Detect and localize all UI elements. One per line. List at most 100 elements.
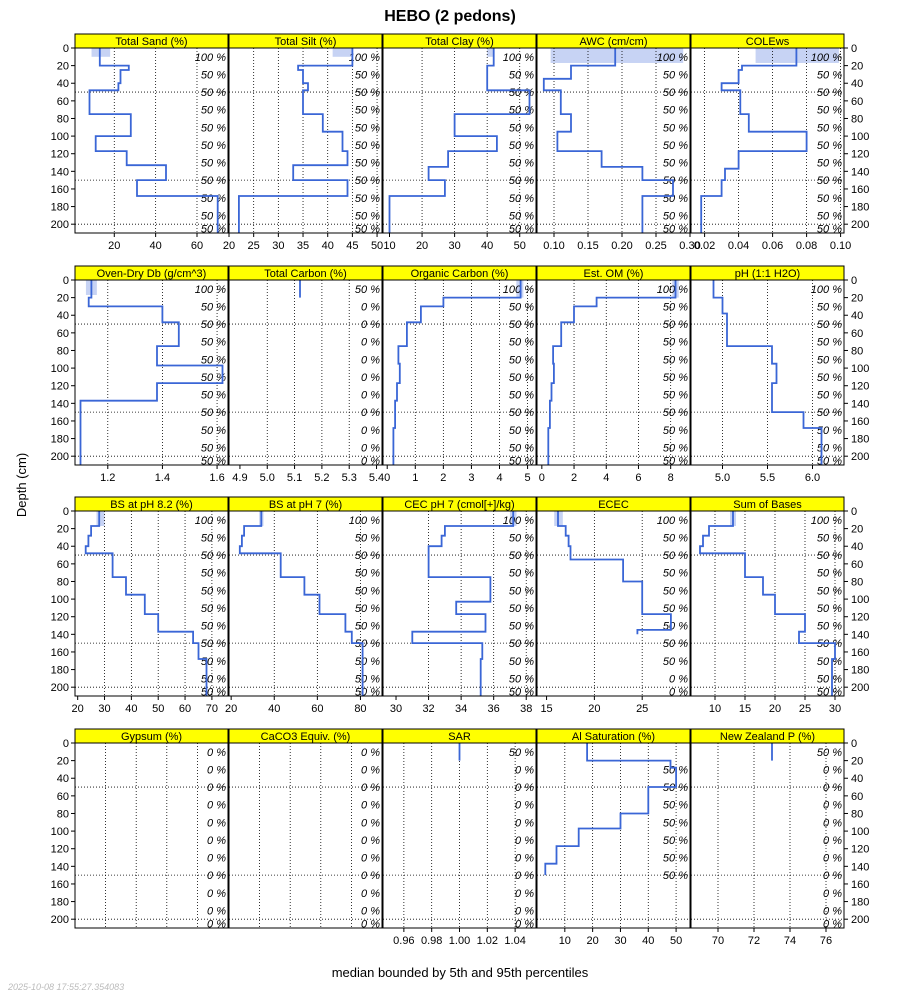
contributing-fraction-label: 0 % <box>361 747 380 759</box>
median-line <box>544 743 677 876</box>
panel-title: Oven-Dry Db (g/cm^3) <box>97 268 207 280</box>
contributing-fraction-label: 50 % <box>663 638 688 650</box>
contributing-fraction-label: 100 % <box>503 52 534 64</box>
contributing-fraction-label: 50 % <box>509 747 534 759</box>
contributing-fraction-label: 100 % <box>195 284 226 296</box>
y-tick-label: 120 <box>851 844 869 856</box>
contributing-fraction-label: 50 % <box>817 621 842 633</box>
x-tick-label: 0.96 <box>393 935 414 947</box>
x-tick-label: 0 <box>384 472 390 484</box>
contributing-fraction-label: 50 % <box>201 568 226 580</box>
x-tick-label: 5 <box>525 472 531 484</box>
panel-frame <box>382 510 537 697</box>
y-tick-label: 0 <box>63 43 69 55</box>
y-tick-label: 120 <box>851 149 869 161</box>
x-tick-label: 40 <box>268 703 280 715</box>
y-tick-label: 20 <box>57 756 69 768</box>
panel-frame <box>382 279 537 466</box>
y-tick-label: 200 <box>51 451 69 463</box>
percentile-band <box>96 511 105 526</box>
contributing-fraction-label: 50 % <box>817 407 842 419</box>
y-tick-label: 20 <box>851 756 863 768</box>
y-tick-label: 20 <box>851 293 863 305</box>
contributing-fraction-label: 0 % <box>823 764 842 776</box>
x-tick-label: 40 <box>125 703 137 715</box>
x-tick-label: 10 <box>559 935 571 947</box>
panel-sar: SAR 50 % 0 % 0 % 0 % 0 % 0 % 0 % 0 % 0 % 0 % 0 % 0.9… <box>382 728 537 947</box>
y-tick-label: 120 <box>51 149 69 161</box>
panel-organic-carbon: Organic Carbon (%) 100 % 50 % 50 % 50 % 50 % 5… <box>382 265 537 484</box>
contributing-fraction-label: 50 % <box>509 568 534 580</box>
contributing-fraction-label: 50 % <box>201 456 226 468</box>
contributing-fraction-label: 100 % <box>195 52 226 64</box>
panel-title: Total Clay (%) <box>425 36 493 48</box>
contributing-fraction-label: 50 % <box>817 442 842 454</box>
x-tick-label: 70 <box>206 703 218 715</box>
y-tick-label: 0 <box>851 506 857 518</box>
contributing-fraction-label: 0 % <box>823 817 842 829</box>
y-tick-label: 200 <box>851 451 869 463</box>
contributing-fraction-label: 50 % <box>201 372 226 384</box>
contributing-fraction-label: 50 % <box>509 158 534 170</box>
contributing-fraction-label: 50 % <box>201 319 226 331</box>
contributing-fraction-label: 50 % <box>201 442 226 454</box>
x-tick-label: 30 <box>390 703 402 715</box>
x-tick-label: 5.2 <box>314 472 329 484</box>
contributing-fraction-label: 50 % <box>817 390 842 402</box>
x-tick-label: 20 <box>223 240 235 252</box>
contributing-fraction-label: 50 % <box>509 442 534 454</box>
contributing-fraction-label: 0 % <box>361 853 380 865</box>
y-tick-label: 120 <box>851 612 869 624</box>
contributing-fraction-label: 50 % <box>509 550 534 562</box>
y-tick-label: 140 <box>851 629 869 641</box>
contributing-fraction-label: 50 % <box>201 224 226 236</box>
contributing-fraction-label: 50 % <box>663 425 688 437</box>
x-tick-label: 8 <box>668 472 674 484</box>
contributing-fraction-label: 0 % <box>361 764 380 776</box>
x-tick-label: 30 <box>829 703 841 715</box>
x-tick-label: 3 <box>468 472 474 484</box>
y-tick-label: 180 <box>851 202 869 214</box>
contributing-fraction-label: 50 % <box>663 656 688 668</box>
y-tick-label: 0 <box>63 275 69 287</box>
y-tick-label: 0 <box>63 506 69 518</box>
contributing-fraction-label: 0 % <box>823 905 842 917</box>
contributing-fraction-label: 0 % <box>207 835 226 847</box>
contributing-fraction-label: 50 % <box>509 354 534 366</box>
x-tick-label: 76 <box>820 935 832 947</box>
y-tick-label: 100 <box>51 826 69 838</box>
y-tick-label: 40 <box>57 78 69 90</box>
contributing-fraction-label: 50 % <box>663 69 688 81</box>
y-tick-label: 140 <box>51 398 69 410</box>
contributing-fraction-label: 100 % <box>349 515 380 527</box>
contributing-fraction-label: 0 % <box>361 354 380 366</box>
contributing-fraction-label: 50 % <box>817 87 842 99</box>
x-tick-label: 60 <box>179 703 191 715</box>
x-tick-label: 0.04 <box>728 240 749 252</box>
x-tick-label: 5.3 <box>342 472 357 484</box>
contributing-fraction-label: 50 % <box>509 122 534 134</box>
y-tick-label: 140 <box>51 861 69 873</box>
panel-title: Organic Carbon (%) <box>411 268 509 280</box>
contributing-fraction-label: 50 % <box>663 456 688 468</box>
x-tick-label: 15 <box>739 703 751 715</box>
panel-frame <box>74 742 229 929</box>
x-tick-label: 36 <box>488 703 500 715</box>
contributing-fraction-label: 50 % <box>509 673 534 685</box>
contributing-fraction-label: 50 % <box>509 656 534 668</box>
contributing-fraction-label: 50 % <box>817 175 842 187</box>
y-tick-label: 60 <box>57 791 69 803</box>
x-tick-label: 0.98 <box>421 935 442 947</box>
y-tick-label: 40 <box>851 78 863 90</box>
x-tick-label: 15 <box>540 703 552 715</box>
contributing-fraction-label: 50 % <box>817 193 842 205</box>
contributing-fraction-label: 100 % <box>349 52 380 64</box>
y-tick-label: 100 <box>851 826 869 838</box>
contributing-fraction-label: 50 % <box>663 158 688 170</box>
contributing-fraction-label: 50 % <box>663 372 688 384</box>
y-tick-label: 180 <box>51 665 69 677</box>
y-tick-label: 200 <box>51 682 69 694</box>
contributing-fraction-label: 50 % <box>201 193 226 205</box>
x-tick-label: 0.02 <box>694 240 715 252</box>
x-tick-label: 35 <box>297 240 309 252</box>
